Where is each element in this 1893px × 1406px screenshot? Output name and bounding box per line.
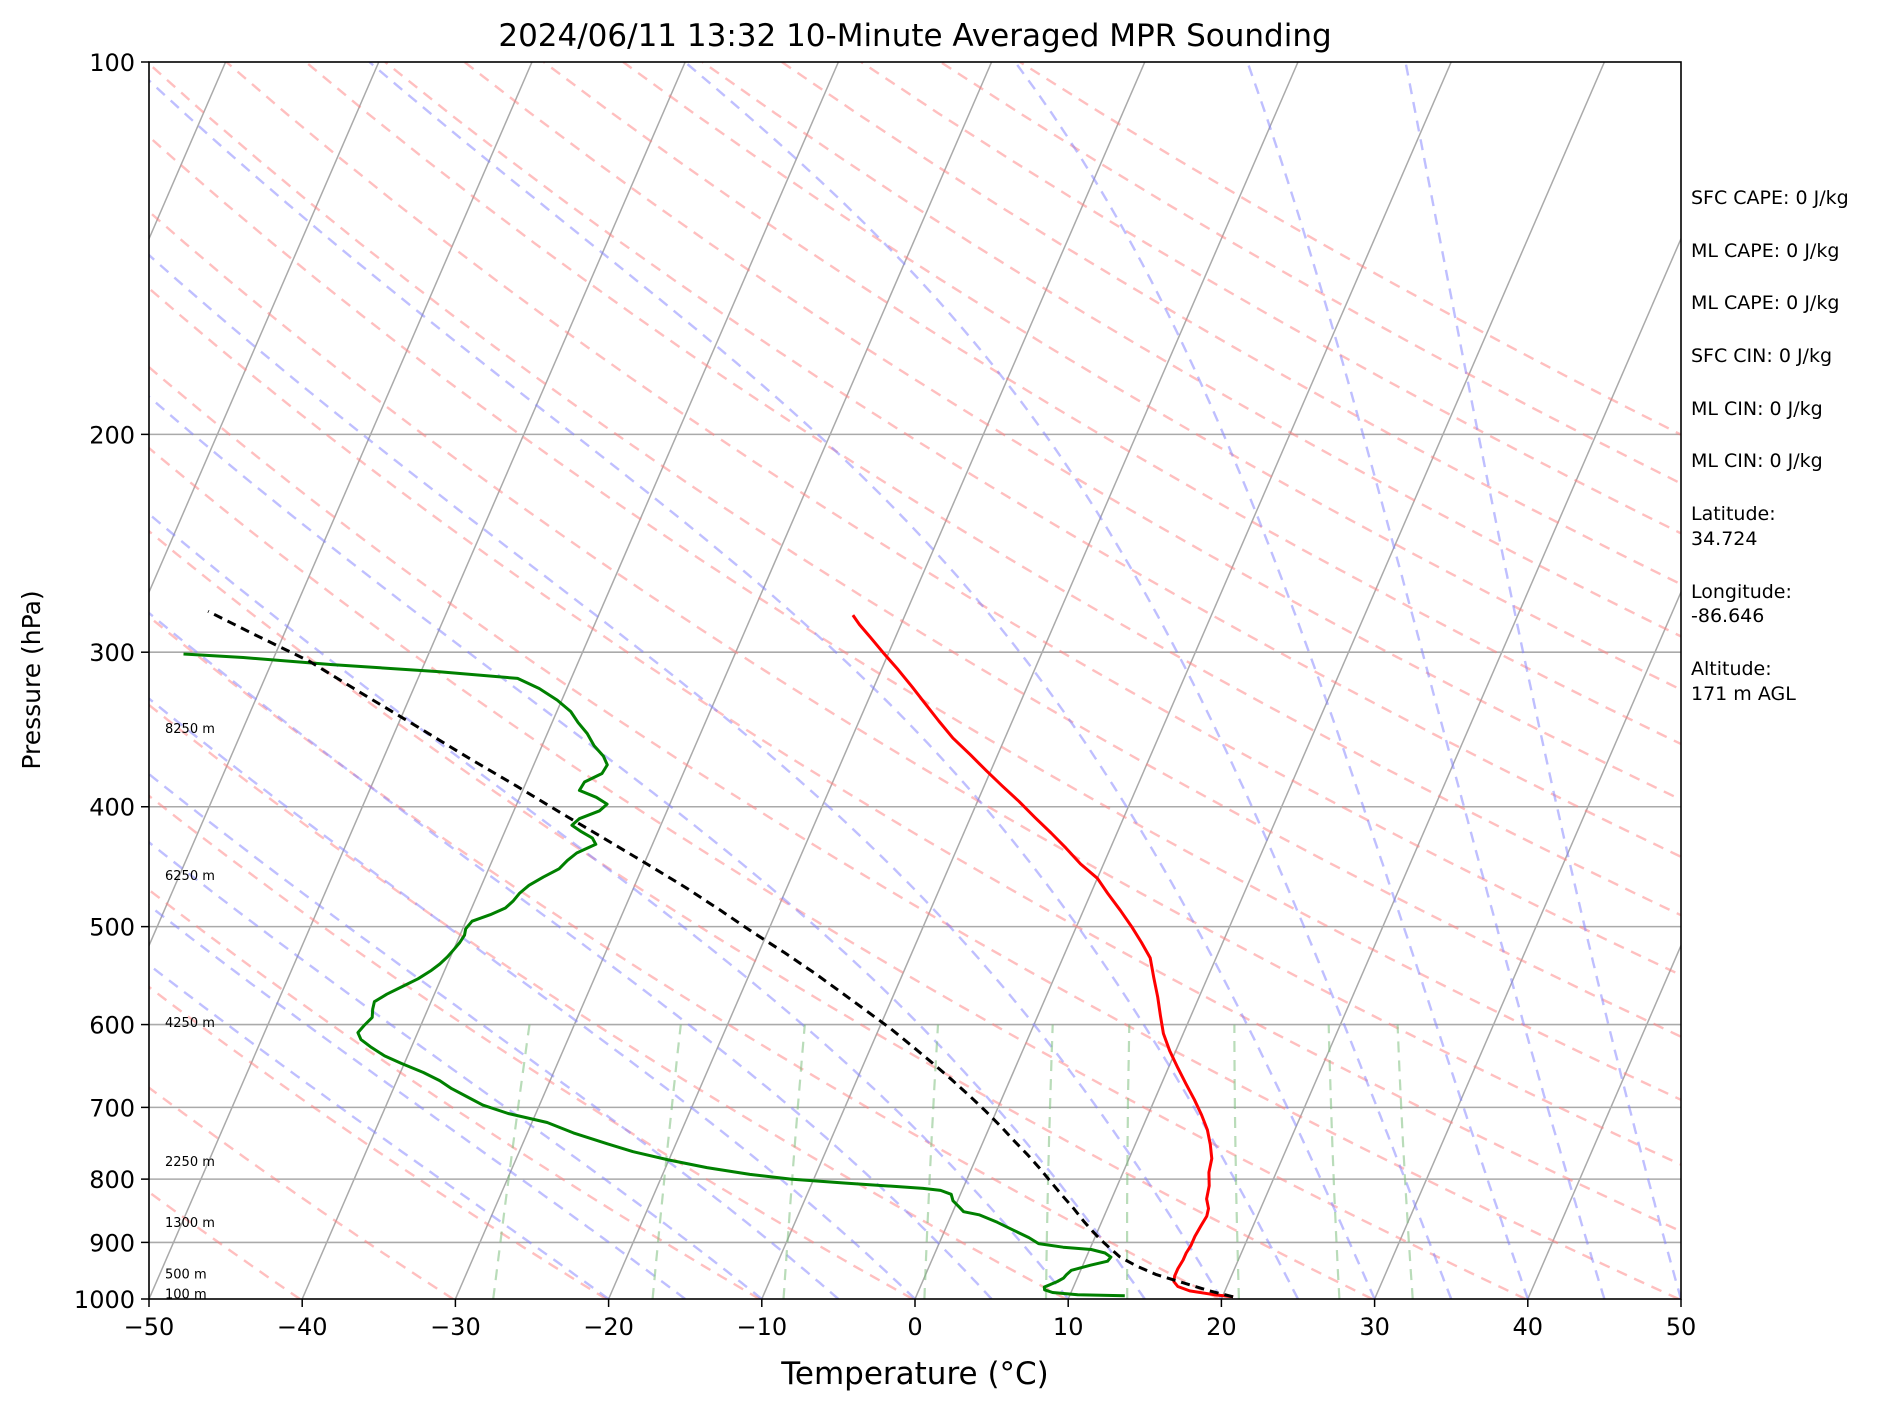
isotherm-line — [1220, 236, 1681, 1299]
x-axis-label: Temperature (°C) — [780, 1356, 1049, 1392]
dry-adiabat-line — [149, 794, 914, 1299]
moist-adiabat-line — [368, 62, 1376, 1299]
y-tick-label: 200 — [89, 421, 135, 449]
isotherm-line — [301, 62, 840, 1299]
isotherm-line — [1067, 62, 1606, 1299]
isotherm-line — [149, 62, 533, 948]
moist-adiabat-line — [149, 840, 763, 1299]
dewpoint-profile-line — [183, 652, 1125, 1298]
dry-adiabat-line — [149, 286, 1681, 1233]
x-tick-label: 40 — [1513, 1313, 1544, 1341]
height-label: 8250 m — [165, 722, 215, 737]
mixing-ratio-line — [1327, 1024, 1341, 1299]
x-tick-label: −30 — [430, 1313, 481, 1341]
dry-adiabat-line — [384, 62, 1681, 859]
x-tick-label: 50 — [1666, 1313, 1697, 1341]
isotherm-line — [761, 62, 1299, 1299]
x-tick-label: −20 — [583, 1313, 634, 1341]
y-tick-label: 700 — [89, 1094, 135, 1122]
isotherm-line — [607, 62, 1146, 1299]
longitude-text: Longitude: -86.646 — [1691, 580, 1792, 628]
y-tick-label: 600 — [89, 1012, 135, 1040]
sfc-cape-text: SFC CAPE: 0 J/kg — [1691, 187, 1849, 209]
moist-adiabat-line — [149, 772, 840, 1299]
profile-lines — [183, 609, 1234, 1299]
y-tick-label: 300 — [89, 639, 135, 667]
dry-adiabat-line — [149, 1086, 454, 1299]
moist-adiabat-line — [149, 512, 1070, 1299]
y-tick-label: 400 — [89, 794, 135, 822]
isotherm-line — [1373, 590, 1681, 1299]
y-tick-label: 100 — [89, 49, 135, 77]
dry-adiabat-line — [622, 62, 1681, 691]
x-tick-label: 0 — [907, 1313, 922, 1341]
y-tick-label: 500 — [89, 914, 135, 942]
height-label: 2250 m — [165, 1155, 215, 1170]
isotherm-line — [454, 62, 993, 1299]
dry-adiabat-line — [149, 615, 1220, 1299]
dry-adiabat-line — [149, 135, 1681, 1102]
dry-adiabat-line — [149, 209, 1681, 1166]
isotherm-line — [149, 62, 686, 1299]
info-panel: SFC CAPE: 0 J/kg ML CAPE: 0 J/kg ML CAPE… — [1691, 186, 1886, 734]
axis-ticks: −50 −40 −30 −20 −10 0 10 20 30 40 50 1000 900 800 700 6… — [74, 49, 1696, 1341]
x-tick-label: −40 — [277, 1313, 328, 1341]
moist-adiabat-line — [1014, 62, 1529, 1299]
background-lines — [149, 62, 1681, 1299]
mixing-ratio-line — [1233, 1024, 1240, 1299]
y-tick-label: 900 — [89, 1229, 135, 1257]
ml-cin-text: ML CIN: 0 J/kg — [1691, 397, 1823, 420]
x-tick-label: 30 — [1359, 1313, 1390, 1341]
dry-adiabat-line — [149, 529, 1373, 1299]
mixing-ratio-line — [923, 1024, 940, 1299]
x-tick-label: 20 — [1206, 1313, 1237, 1341]
isotherm-line — [1527, 943, 1681, 1299]
x-tick-label: 10 — [1053, 1313, 1084, 1341]
dry-adiabat-line — [225, 62, 1681, 977]
y-axis-label: Pressure (hPa) — [17, 590, 46, 769]
latitude-text: Latitude: 34.724 — [1691, 503, 1776, 550]
mixing-ratio-line — [1126, 1024, 1131, 1299]
dry-adiabat-line — [149, 62, 1681, 1038]
height-label: 6250 m — [165, 869, 215, 884]
temperature-profile-line — [851, 614, 1234, 1299]
dry-adiabat-line — [149, 446, 1527, 1299]
isotherm-line — [149, 62, 380, 595]
ml-cape-text: ML CAPE: 0 J/kg — [1691, 239, 1840, 262]
height-label: 1300 m — [165, 1216, 215, 1231]
y-tick-label: 1000 — [74, 1286, 135, 1314]
moist-adiabat-line — [149, 78, 1300, 1299]
sfc-cin-text: SFC CIN: 0 J/kg — [1691, 345, 1833, 368]
height-label: 500 m — [165, 1267, 207, 1282]
chart-title: 2024/06/11 13:32 10-Minute Averaged MPR … — [498, 18, 1331, 54]
x-tick-label: −10 — [736, 1313, 787, 1341]
moist-adiabat-line — [149, 611, 993, 1299]
height-label: 100 m — [165, 1288, 207, 1303]
altitude-text: Altitude: 171 m AGL — [1691, 657, 1796, 705]
moist-adiabat-line — [684, 62, 1453, 1299]
mixing-ratio-line — [1396, 1024, 1414, 1299]
dry-adiabat-line — [543, 62, 1681, 746]
mixing-ratio-line — [492, 1024, 531, 1299]
moist-adiabat-line — [149, 395, 1146, 1299]
mixing-ratio-line — [651, 1024, 682, 1299]
moist-adiabat-line — [149, 253, 1223, 1299]
moist-adiabat-line — [1404, 62, 1681, 1299]
height-label: 4250 m — [165, 1016, 215, 1031]
isotherm-line — [914, 62, 1452, 1299]
parcel-profile-line — [207, 609, 1234, 1299]
x-tick-label: −50 — [124, 1313, 175, 1341]
y-tick-label: 800 — [89, 1166, 135, 1194]
ml-cape-text-2: ML CAPE: 0 J/kg — [1691, 292, 1840, 315]
dry-adiabat-line — [781, 62, 1681, 586]
ml-cin-text-2: ML CIN: 0 J/kg — [1691, 450, 1823, 473]
